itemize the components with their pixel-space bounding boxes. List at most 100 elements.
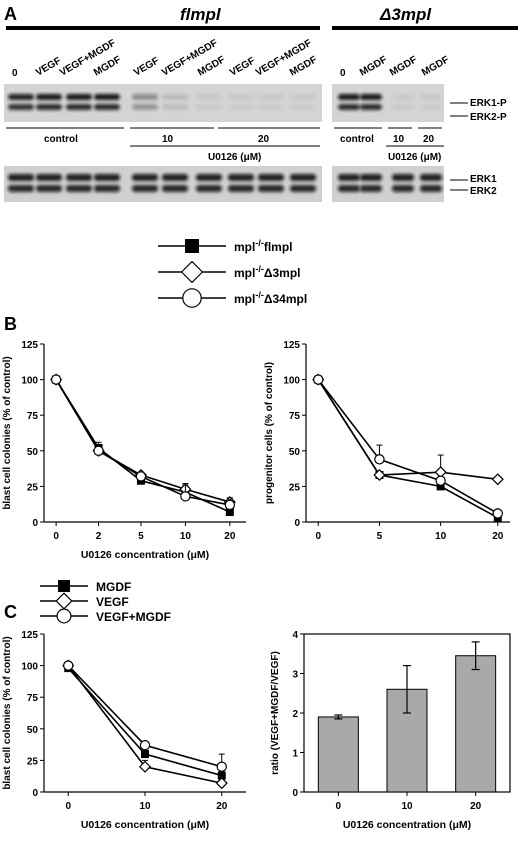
chart-c-left: 0 25 50 75 100 125 0 10 20 blast cell colonies (%… [2,630,246,831]
y-axis-label: blast cell colonies (% of control) [2,636,13,789]
band-erk1 [162,174,188,181]
y-tick-label: 25 [27,482,39,493]
chart-c-right: 0 1 2 3 4 0 10 20 ratio (VEGF+MGDF/VEGF) U0126 co… [270,630,511,831]
x-tick-label: 2 [96,531,102,542]
y-tick-label: 75 [289,411,301,422]
band-erk2p [228,104,254,110]
band-erk2 [290,185,316,192]
band-erk2p [338,104,360,110]
band-erk2 [360,185,382,192]
band-erk2 [66,185,92,192]
y-tick-label: 50 [27,447,39,458]
group-label-flmpl: flmpl [180,5,222,24]
band-erk1p [338,94,360,100]
y-tick-label: 100 [21,662,38,673]
band-erk1p [196,94,222,100]
series-line [55,379,231,513]
panel-b-letter: B [4,314,17,334]
marker-circle [180,491,191,502]
band-erk2p [360,104,382,110]
legend-panel-b: mpl-/-flmpl mpl-/-Δ3mpl mpl-/-Δ34mpl [158,238,307,308]
marker-square [225,508,234,517]
band-erk1p [66,94,92,100]
marker-circle [216,761,227,772]
y-axis-label: ratio (VEGF+MGDF/VEGF) [270,651,281,775]
band-erk1p [360,94,382,100]
band-erk1 [94,174,120,181]
x-axis-label: U0126 concentration (μM) [343,819,471,831]
marker-circle [492,508,503,519]
band-erk1 [360,174,382,181]
marker-circle [435,475,446,486]
marker-square [58,580,70,592]
x-tick-label: 5 [138,531,144,542]
band-erk1 [258,174,284,181]
band-label-erk2p: ERK2-P [470,112,507,123]
bar [455,655,497,793]
band-erk2 [132,185,158,192]
inhibitor-label-right: U0126 (μM) [388,152,441,163]
blot-phospho-left [4,84,322,122]
dose-label-20-left: 20 [258,134,270,145]
y-tick-label: 1 [292,749,298,760]
chart-b-right: 0 25 50 75 100 125 0 5 10 20 progenitor cells (% o… [264,340,510,542]
band-erk2 [228,185,254,192]
marker-circle [139,740,151,751]
y-axis-label: progenitor cells (% of control) [264,362,275,504]
legend-label: mpl-/-flmpl [234,238,293,254]
dose-label-10-left: 10 [162,134,174,145]
x-tick-label: 0 [65,801,71,812]
band-erk1 [196,174,222,181]
band-erk1 [8,174,34,181]
band-erk1p [132,94,158,100]
lane-label: MGDF [388,54,419,78]
band-erk2 [338,185,360,192]
series-line [55,379,230,506]
band-erk2p [290,104,316,110]
band-erk1 [228,174,254,181]
x-tick-label: 5 [377,531,383,542]
y-tick-label: 0 [292,788,298,799]
control-label-right: control [340,134,374,145]
series-line [317,379,498,481]
band-erk2p [66,104,92,110]
x-tick-label: 10 [401,801,413,812]
lane-label: 0 [12,68,18,79]
marker-circle [135,471,147,482]
x-tick-label: 10 [139,801,151,812]
x-tick-label: 10 [180,531,192,542]
inhibitor-label-left: U0126 (μM) [208,152,261,163]
marker-circle [374,454,385,465]
marker-circle [50,374,62,385]
band-erk2 [258,185,284,192]
marker-circle [93,445,104,456]
marker-diamond [55,592,73,610]
band-erk1 [36,174,62,181]
marker-diamond [373,468,386,482]
y-tick-label: 75 [27,411,39,422]
marker-circle [182,288,202,308]
y-axis-label: blast cell colonies (% of control) [2,356,13,509]
x-tick-label: 0 [336,801,342,812]
y-tick-label: 75 [27,693,39,704]
band-erk1 [392,174,414,181]
marker-square [436,482,445,491]
lane-label: VEGF [132,55,161,78]
group-label-d3mpl: Δ3mpl [379,5,432,24]
lane-label: 0 [340,68,346,79]
blot-bands-phospho [8,94,442,110]
band-erk2p [162,104,188,110]
marker-square [217,771,226,780]
legend-label: MGDF [96,580,131,594]
y-tick-label: 25 [27,756,39,767]
panel-c-letter: C [4,602,17,622]
band-erk2p [36,104,62,110]
legend-label: VEGF [96,595,129,609]
legend-label: mpl-/-Δ34mpl [234,290,307,306]
series-line [317,379,499,519]
band-erk2 [392,185,414,192]
y-tick-label: 25 [289,482,301,493]
band-erk2 [94,185,120,192]
lane-label: VEGF+MGDF [58,38,118,79]
